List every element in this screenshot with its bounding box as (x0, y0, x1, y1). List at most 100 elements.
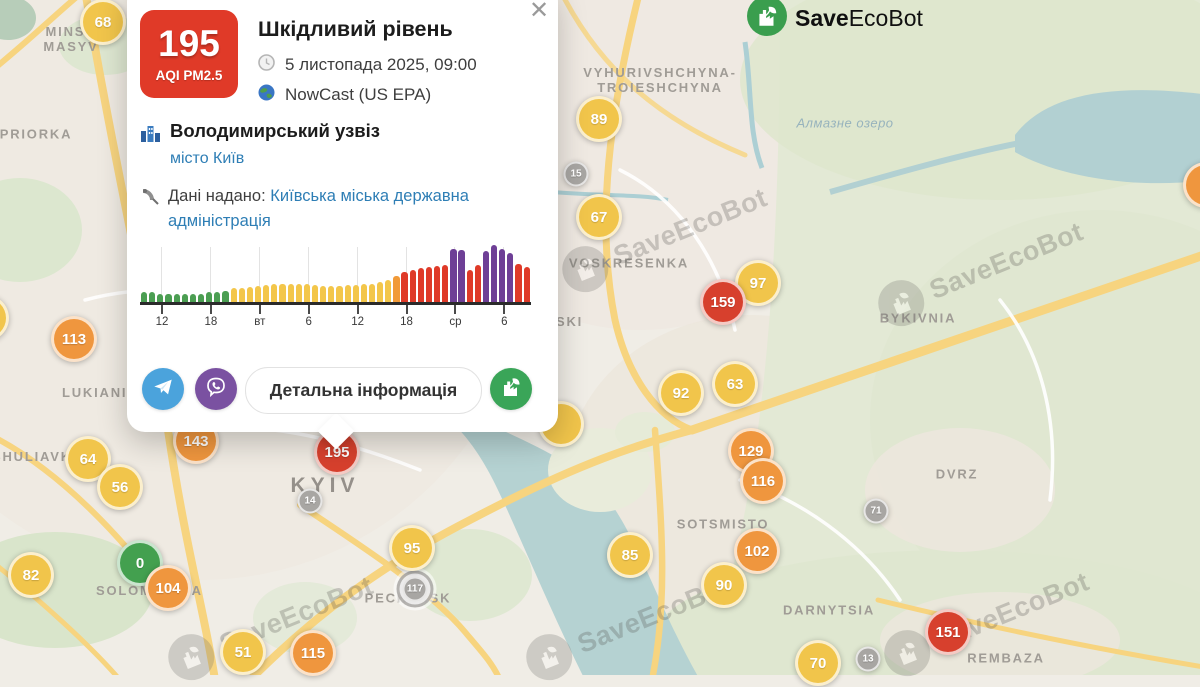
aqi-badge: 195 AQI PM2.5 (140, 10, 238, 98)
aqi-marker-70[interactable]: 70 (795, 640, 841, 686)
aqi-marker-13[interactable]: 13 (855, 646, 881, 672)
chart-bar (214, 292, 221, 302)
chart-bar (303, 284, 310, 302)
chart-bar (173, 294, 180, 302)
chart-tick (258, 305, 261, 314)
aqi-marker-85[interactable]: 85 (607, 532, 653, 578)
data-provider-row: Дані надано: Київська міська державна ад… (140, 184, 535, 234)
chart-bar (352, 285, 359, 302)
measurement-datetime: 5 листопада 2025, 09:00 (285, 55, 477, 74)
chart-bar (336, 285, 343, 302)
chart-tick-label: 12 (155, 316, 169, 328)
chart-bar (157, 293, 164, 302)
chart-bar (344, 285, 351, 302)
chart-bar (189, 294, 197, 302)
chart-bar (222, 290, 229, 302)
aqi-marker-63[interactable]: 63 (712, 361, 758, 407)
chart-gridline (161, 247, 162, 302)
chart-bar (320, 285, 327, 302)
station-info: Володимирський узвіз місто Київ (140, 120, 380, 168)
chart-bar (377, 282, 384, 302)
chart-bar (295, 283, 302, 302)
chart-bar (515, 264, 522, 302)
close-icon[interactable]: ✕ (528, 0, 550, 24)
viber-button[interactable] (195, 368, 237, 410)
chart-bar (401, 272, 408, 302)
chart-bar (141, 292, 148, 302)
chart-tick (161, 305, 163, 314)
aqi-marker-0[interactable]: 0 (117, 540, 163, 586)
aqi-value: 195 (158, 23, 220, 64)
aqi-marker-115[interactable]: 115 (290, 630, 336, 676)
chart-bar (434, 266, 441, 302)
chart-tick-label: 18 (204, 316, 218, 328)
telegram-button[interactable] (142, 368, 184, 410)
chart-tick-label: ср (449, 316, 462, 328)
detail-info-button[interactable]: Детальна інформація (245, 367, 482, 414)
aqi-marker-113[interactable]: 113 (51, 316, 97, 362)
chart-tick (307, 305, 310, 314)
provider-prefix: Дані надано: (168, 187, 266, 205)
chart-tick-label: 6 (501, 316, 508, 328)
chart-tick-label: 18 (400, 316, 413, 328)
aqi-marker-102[interactable]: 102 (734, 528, 780, 574)
chart-bar (368, 283, 376, 302)
aqi-marker-159[interactable]: 159 (700, 279, 746, 325)
chart-bar (197, 294, 205, 302)
chart-bar (279, 283, 286, 302)
station-city-link[interactable]: місто Київ (170, 150, 245, 168)
chart-bar (482, 251, 490, 302)
chart-bar (246, 286, 253, 302)
aqi-marker-151[interactable]: 151 (925, 609, 971, 655)
aqi-history-chart[interactable]: 12 18 вт 6 12 18 ср 6 (140, 243, 531, 335)
chart-bar (507, 253, 514, 302)
chart-bar (311, 285, 319, 302)
chart-gridline (307, 247, 309, 302)
chart-tick (454, 305, 457, 314)
station-name: Володимирський узвіз (170, 120, 380, 141)
satellite-icon (140, 186, 160, 234)
chart-bar (417, 268, 424, 302)
chart-bar (165, 294, 172, 302)
chart-tick-label: 6 (305, 316, 312, 328)
chart-tick (356, 305, 359, 314)
saveecobot-logo[interactable]: SaveEcoBot (747, 0, 923, 36)
aqi-level-title: Шкідливий рівень (258, 17, 453, 41)
chart-bar (149, 291, 156, 302)
aqi-method-row: NowCast (US EPA) (258, 84, 431, 106)
globe-icon (258, 84, 275, 106)
aqi-marker-68[interactable]: 68 (80, 0, 126, 45)
measurement-time-row: 5 листопада 2025, 09:00 (258, 54, 477, 76)
chart-tick (405, 305, 408, 314)
aqi-marker-56[interactable]: 56 (97, 464, 143, 510)
saveecobot-station-button[interactable] (490, 368, 532, 410)
chart-bar (523, 267, 530, 302)
aqi-marker-71[interactable]: 71 (863, 498, 889, 524)
aqi-marker-67[interactable]: 67 (576, 194, 622, 240)
chart-bar (254, 285, 262, 302)
chart-bar (230, 288, 237, 302)
aqi-marker-116[interactable]: 116 (740, 458, 786, 504)
provider-link[interactable]: Київська міська державна адміністрація (168, 187, 469, 230)
chart-bar (393, 275, 400, 302)
aqi-marker-90[interactable]: 90 (701, 562, 747, 608)
chart-bar (360, 284, 367, 302)
aqi-marker-95[interactable]: 95 (389, 525, 435, 571)
chart-bar (450, 249, 457, 302)
chart-tick-label: 12 (351, 316, 364, 328)
aqi-marker-15[interactable]: 15 (563, 161, 589, 187)
chart-bar (328, 285, 335, 302)
aqi-marker-117[interactable]: 117 (402, 576, 428, 602)
aqi-marker-92[interactable]: 92 (658, 370, 704, 416)
chart-baseline (140, 302, 531, 305)
aqi-marker-51[interactable]: 51 (220, 629, 266, 675)
aqi-marker-14[interactable]: 14 (297, 488, 323, 514)
chart-gridline (356, 247, 358, 302)
aqi-marker-82[interactable]: 82 (8, 552, 54, 598)
aqi-method: NowCast (US EPA) (285, 85, 432, 104)
aqi-pollutant-label: AQI PM2.5 (155, 68, 223, 83)
aqi-marker-89[interactable]: 89 (576, 96, 622, 142)
aqi-marker-104[interactable]: 104 (145, 565, 191, 611)
chart-bar (181, 294, 188, 302)
